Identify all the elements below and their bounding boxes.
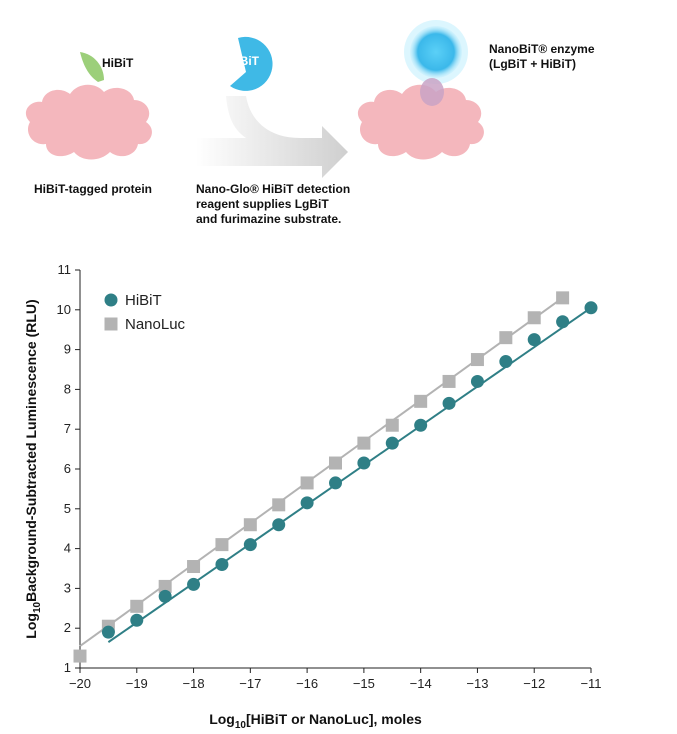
x-tick-label: −18 [183,676,205,691]
data-points [73,291,598,663]
y-tick-label: 1 [64,660,71,675]
nanoluc-point [300,476,314,490]
y-tick-label: 3 [64,580,71,595]
y-tick-label: 11 [58,262,72,277]
reagent-label-line2: reagent supplies LgBiT [196,197,329,211]
lgbit-label: LgBiT [225,54,259,68]
y-tick-label: 5 [64,501,71,516]
nanoluc-point [187,560,201,574]
nanobit-diagram [25,20,484,178]
hibit-leaf-icon [80,52,104,82]
nanoluc-point [73,649,87,663]
y-tick-label: 8 [64,381,71,396]
nanoluc-point [499,331,513,345]
nanoluc-point [527,311,541,325]
nanoluc-point [556,291,570,305]
hibit-point [385,436,399,450]
x-tick-label: −11 [580,676,601,691]
nanobit-enzyme-glow-icon [404,20,468,106]
hibit-point [329,476,342,490]
hibit-point [243,538,257,552]
nanoluc-point [329,456,342,470]
hibit-point [101,625,115,639]
legend-label-nanoluc: NanoLuc [125,316,186,333]
y-tick-label: 6 [64,461,71,476]
x-tick-label: −14 [410,676,432,691]
reagent-label-line1: Nano-Glo® HiBiT detection [196,182,351,196]
hibit-point [414,418,428,432]
x-tick-label: −12 [523,676,545,691]
y-tick-label: 9 [64,342,71,357]
hibit-point [499,355,513,369]
nanoluc-fit-line [79,297,564,647]
hibit-point [357,456,371,470]
fit-lines [79,297,592,647]
hibit-point [527,333,541,347]
hibit-point [158,589,172,603]
hibit-point [584,301,598,315]
hibit-point [470,374,484,388]
nanoluc-point [470,353,484,367]
enzyme-label-line2: (LgBiT + HiBiT) [489,57,576,71]
nanoluc-point [442,374,456,388]
hibit-label: HiBiT [102,56,134,70]
nanoluc-point [130,599,144,613]
nanobit-protein-blob [357,84,484,160]
x-tick-label: −19 [126,676,148,691]
nanoluc-point [243,518,257,532]
hibit-point [187,577,201,591]
hibit-point [442,396,456,410]
x-tick-label: −20 [69,676,91,691]
nanoluc-point [385,418,399,432]
y-axis-title: Log10Background-Subtracted Luminescence … [23,299,43,638]
nanoluc-point [158,579,172,593]
nanoluc-point [414,394,428,408]
hibit-point [300,496,314,510]
x-tick-label: −17 [239,676,261,691]
reaction-arrow [196,96,348,178]
y-tick-label: 2 [64,620,71,635]
legend-marker-hibit [104,293,118,307]
x-tick-label: −15 [353,676,375,691]
legend-label-hibit: HiBiT [125,292,162,309]
luminescence-chart: 1 2 3 4 5 6 7 8 9 10 11 −20 −19 −18 −17 −16 −15 −14 −13 −12… [23,262,602,731]
lgbit-icon [230,36,273,91]
hibit-tagged-protein-blob [25,84,152,160]
y-tick-label: 10 [57,302,71,317]
nanoluc-point [215,538,229,552]
hibit-point [130,613,144,627]
legend: HiBiT NanoLuc [104,292,186,333]
axes: 1 2 3 4 5 6 7 8 9 10 11 −20 −19 −18 −17 −16 −15 −14 −13 −12… [57,262,602,691]
y-tick-label: 7 [64,421,71,436]
nanoluc-point [357,436,371,450]
legend-marker-nanoluc [104,317,118,331]
hibit-point [272,518,286,532]
tagged-protein-label: HiBiT-tagged protein [34,182,152,196]
x-axis-title: Log10[HiBiT or NanoLuc], moles [209,711,422,731]
hibit-fit-line [107,306,592,643]
enzyme-label-line1: NanoBiT® enzyme [489,42,595,56]
nanoluc-point [272,498,286,512]
y-tick-label: 4 [64,541,71,556]
hibit-point [556,315,570,329]
reagent-label-line3: and furimazine substrate. [196,212,342,226]
hibit-point [215,558,229,572]
x-tick-label: −13 [466,676,488,691]
x-tick-label: −16 [296,676,318,691]
